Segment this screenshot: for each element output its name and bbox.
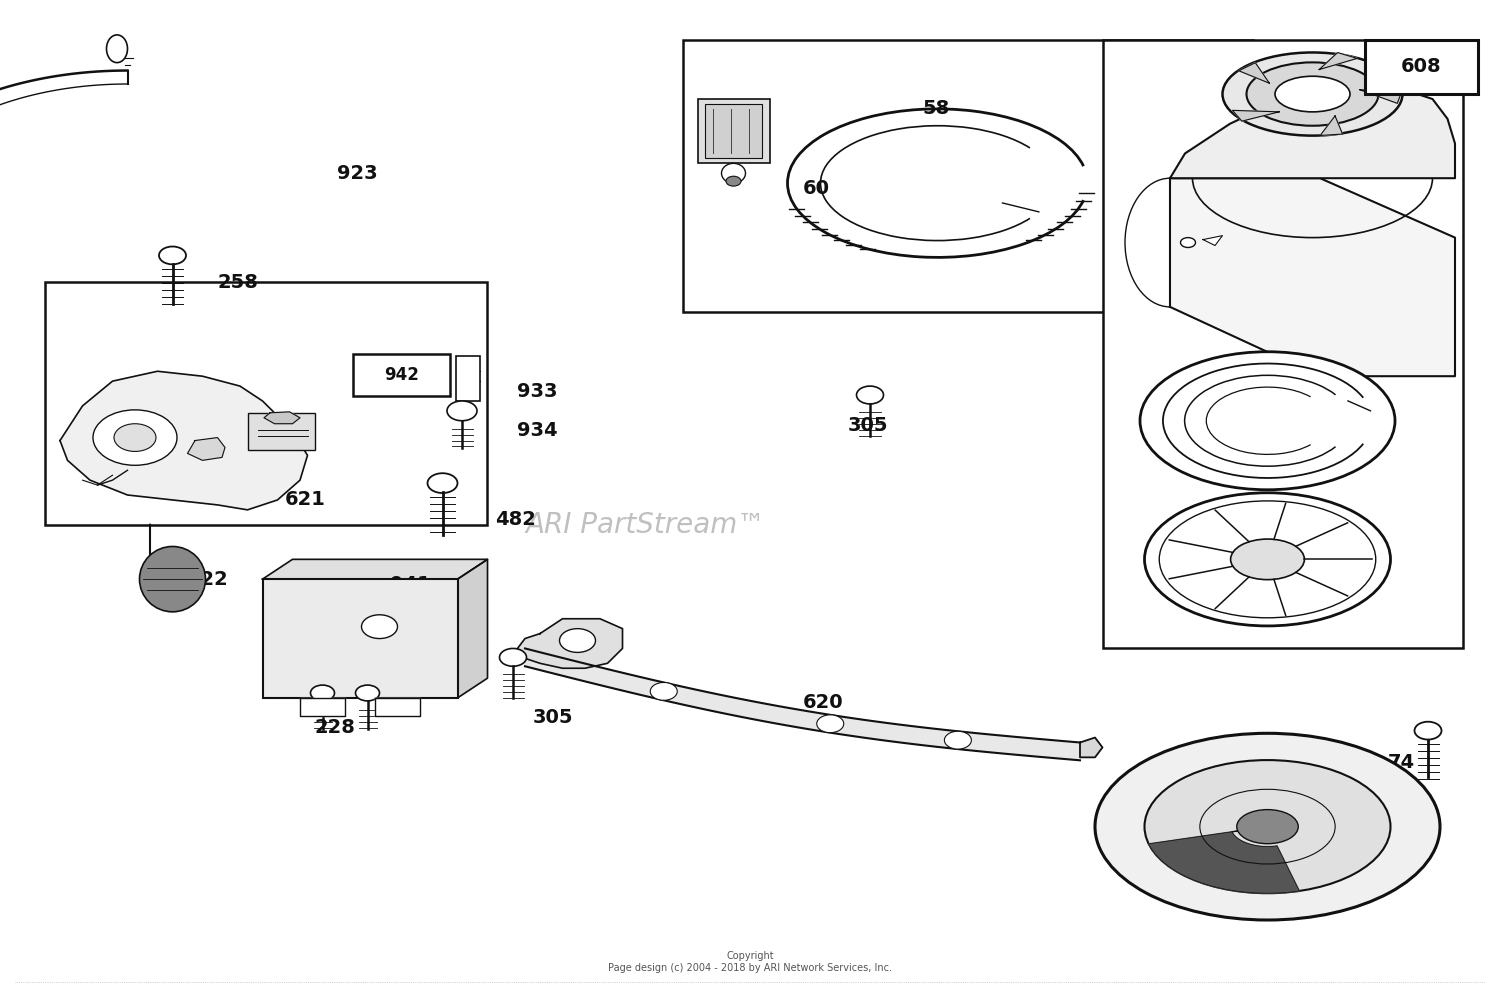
Polygon shape — [1170, 84, 1455, 178]
Bar — [705, 104, 762, 158]
Ellipse shape — [1144, 760, 1390, 893]
Text: 933: 933 — [518, 381, 558, 401]
Bar — [1102, 40, 1462, 648]
Text: 923: 923 — [338, 163, 378, 183]
Bar — [682, 40, 1252, 312]
Text: Copyright
Page design (c) 2004 - 2018 by ARI Network Services, Inc.: Copyright Page design (c) 2004 - 2018 by… — [608, 951, 892, 973]
Polygon shape — [188, 438, 225, 460]
Ellipse shape — [1180, 238, 1196, 248]
Bar — [1365, 40, 1478, 94]
Polygon shape — [458, 559, 488, 698]
Ellipse shape — [447, 401, 477, 421]
Text: 608: 608 — [1401, 57, 1441, 76]
Polygon shape — [1233, 110, 1280, 121]
Polygon shape — [1203, 236, 1222, 246]
Polygon shape — [1360, 90, 1401, 103]
Ellipse shape — [945, 732, 972, 749]
Ellipse shape — [427, 473, 458, 493]
Ellipse shape — [816, 715, 843, 733]
Ellipse shape — [651, 682, 678, 700]
Bar — [262, 579, 458, 698]
Text: 922: 922 — [188, 569, 228, 589]
Ellipse shape — [1414, 722, 1442, 740]
Polygon shape — [262, 559, 488, 579]
Ellipse shape — [362, 615, 398, 639]
Text: 941: 941 — [390, 574, 430, 594]
Text: 305: 305 — [847, 416, 888, 436]
Polygon shape — [1318, 52, 1358, 69]
Text: 482: 482 — [495, 510, 536, 530]
Text: 74: 74 — [1388, 752, 1414, 772]
Ellipse shape — [560, 629, 596, 652]
Bar — [352, 354, 450, 396]
Ellipse shape — [140, 546, 206, 612]
Bar — [248, 413, 315, 450]
Bar — [698, 99, 770, 163]
Polygon shape — [1170, 178, 1455, 376]
Polygon shape — [60, 371, 308, 510]
Ellipse shape — [310, 685, 334, 701]
Text: 258: 258 — [217, 272, 258, 292]
Polygon shape — [1239, 62, 1269, 83]
Text: 942: 942 — [384, 366, 418, 384]
Polygon shape — [1149, 827, 1299, 893]
Text: 620: 620 — [802, 693, 843, 713]
Ellipse shape — [1140, 351, 1395, 490]
Ellipse shape — [1246, 62, 1378, 126]
Ellipse shape — [159, 247, 186, 264]
Ellipse shape — [93, 410, 177, 465]
Ellipse shape — [356, 685, 380, 701]
Text: 57: 57 — [1342, 381, 1370, 401]
Text: 58: 58 — [922, 99, 950, 119]
Ellipse shape — [1230, 539, 1305, 580]
Bar — [45, 282, 488, 525]
Ellipse shape — [500, 648, 526, 666]
Bar — [456, 356, 480, 401]
Polygon shape — [1320, 116, 1342, 136]
Text: 608: 608 — [1413, 54, 1454, 74]
Polygon shape — [375, 698, 420, 716]
Text: 621: 621 — [285, 490, 326, 510]
Ellipse shape — [1236, 810, 1298, 843]
Text: 60: 60 — [802, 178, 830, 198]
Text: 56: 56 — [1342, 530, 1370, 549]
Polygon shape — [300, 698, 345, 716]
Ellipse shape — [1222, 52, 1403, 136]
Ellipse shape — [114, 424, 156, 451]
Ellipse shape — [722, 163, 746, 183]
Text: 73: 73 — [1132, 807, 1160, 827]
Polygon shape — [518, 619, 622, 668]
Ellipse shape — [1095, 734, 1440, 920]
Text: ARI PartStream™: ARI PartStream™ — [525, 511, 765, 539]
Polygon shape — [525, 648, 1080, 760]
Ellipse shape — [1144, 493, 1390, 626]
Polygon shape — [264, 412, 300, 424]
Polygon shape — [1080, 738, 1102, 757]
Ellipse shape — [856, 386, 883, 404]
Ellipse shape — [106, 35, 128, 62]
Text: 228: 228 — [315, 718, 356, 738]
Ellipse shape — [1275, 76, 1350, 112]
Ellipse shape — [726, 176, 741, 186]
Text: 934: 934 — [518, 421, 558, 441]
Text: 305: 305 — [532, 708, 573, 728]
